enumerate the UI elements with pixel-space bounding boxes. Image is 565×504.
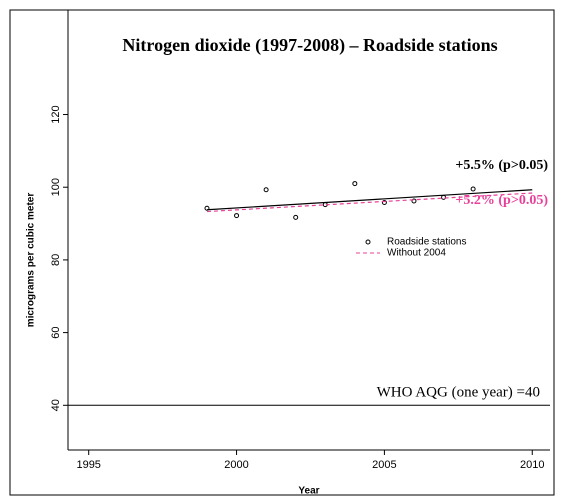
legend-label: Roadside stations: [387, 237, 467, 248]
point: [352, 181, 358, 187]
legend-label: Without 2004: [387, 248, 446, 259]
point: [381, 199, 387, 205]
y-tick-label: 100: [50, 178, 62, 196]
x-tick-label: 2005: [372, 459, 396, 471]
y-tick-label: 120: [50, 105, 62, 123]
y-axis-label: micrograms per cubic meter: [26, 193, 37, 328]
x-tick-label: 1995: [76, 459, 100, 471]
outer-frame: [9, 9, 555, 496]
chart-title: Nitrogen dioxide (1997-2008) – Roadside …: [122, 35, 497, 56]
trend-line: [206, 192, 533, 213]
y-tick-label: 40: [50, 399, 62, 411]
x-axis-label: Year: [298, 486, 319, 497]
x-tick-label: 2000: [224, 459, 248, 471]
point: [441, 194, 447, 200]
y-tick-label: 60: [50, 326, 62, 338]
legend-symbol: [365, 239, 371, 245]
point: [293, 214, 299, 220]
trend-line: [206, 189, 533, 211]
point: [234, 213, 240, 219]
point: [470, 186, 476, 192]
x-tick-label: 2010: [520, 459, 544, 471]
reference-label: WHO AQG (one year) =40: [377, 385, 540, 401]
point: [204, 205, 210, 211]
point: [263, 187, 269, 193]
y-tick-label: 80: [50, 254, 62, 266]
annotation: +5.5% (p>0.05): [455, 158, 548, 173]
point: [411, 198, 417, 204]
annotation: +5.2% (p>0.05): [455, 193, 548, 208]
